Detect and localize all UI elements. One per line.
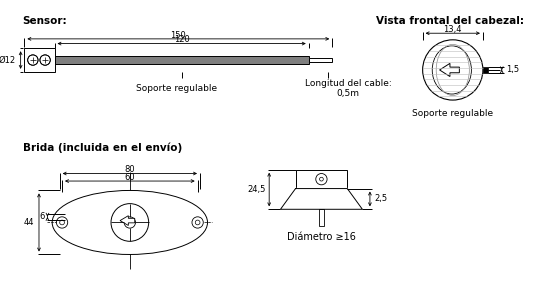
Circle shape bbox=[195, 220, 200, 225]
Ellipse shape bbox=[52, 190, 208, 254]
Text: 13,4: 13,4 bbox=[444, 25, 462, 34]
Bar bbox=[319, 209, 324, 226]
Text: 2,5: 2,5 bbox=[375, 194, 388, 203]
Circle shape bbox=[56, 217, 68, 228]
Text: Ø12: Ø12 bbox=[0, 56, 16, 65]
Text: 44: 44 bbox=[24, 218, 34, 227]
Polygon shape bbox=[120, 216, 135, 225]
Circle shape bbox=[40, 55, 50, 65]
Text: 1,5: 1,5 bbox=[506, 65, 520, 74]
Text: Soporte regulable: Soporte regulable bbox=[412, 109, 493, 118]
Bar bbox=[24, 48, 55, 72]
Circle shape bbox=[320, 177, 323, 181]
Text: Brida (incluida en el envío): Brida (incluida en el envío) bbox=[23, 142, 182, 153]
Text: Longitud del cable:
0,5m: Longitud del cable: 0,5m bbox=[305, 79, 392, 98]
Bar bbox=[483, 67, 488, 73]
Text: Diámetro ≥16: Diámetro ≥16 bbox=[287, 232, 356, 242]
Text: 60: 60 bbox=[125, 173, 135, 182]
Circle shape bbox=[28, 55, 38, 65]
Text: 24,5: 24,5 bbox=[247, 185, 266, 194]
Text: Soporte regulable: Soporte regulable bbox=[136, 84, 218, 93]
Text: Vista frontal del cabezal:: Vista frontal del cabezal: bbox=[376, 16, 523, 26]
Polygon shape bbox=[440, 63, 460, 77]
Circle shape bbox=[111, 204, 149, 241]
Text: 6: 6 bbox=[39, 212, 45, 221]
Polygon shape bbox=[280, 189, 363, 209]
Circle shape bbox=[124, 217, 136, 228]
Bar bbox=[309, 58, 332, 62]
Circle shape bbox=[316, 173, 327, 185]
Circle shape bbox=[60, 220, 64, 225]
Text: 120: 120 bbox=[174, 35, 190, 44]
Bar bbox=[55, 56, 309, 64]
Circle shape bbox=[192, 217, 203, 228]
Text: 80: 80 bbox=[125, 165, 135, 174]
Bar bbox=[295, 170, 347, 189]
Text: Sensor:: Sensor: bbox=[23, 16, 67, 26]
Text: 150: 150 bbox=[170, 30, 186, 39]
